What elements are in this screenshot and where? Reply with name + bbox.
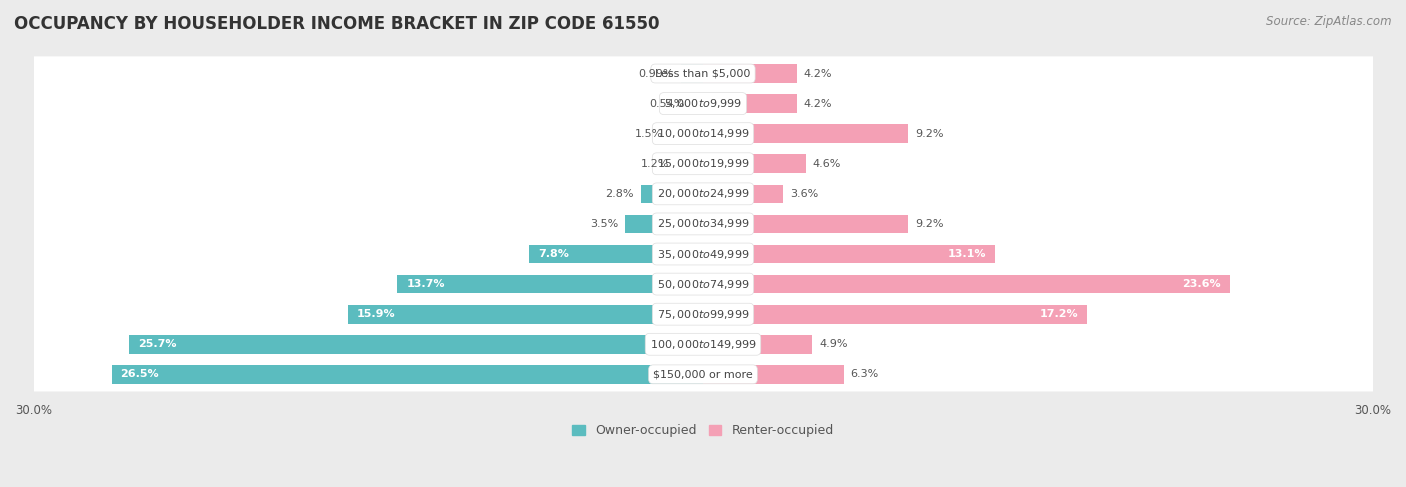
Bar — [703, 124, 908, 143]
Bar — [703, 244, 995, 263]
FancyBboxPatch shape — [30, 297, 1376, 331]
Text: 4.2%: 4.2% — [803, 69, 832, 78]
Bar — [703, 215, 908, 233]
Text: OCCUPANCY BY HOUSEHOLDER INCOME BRACKET IN ZIP CODE 61550: OCCUPANCY BY HOUSEHOLDER INCOME BRACKET … — [14, 15, 659, 33]
Text: 0.99%: 0.99% — [638, 69, 675, 78]
Text: $15,000 to $19,999: $15,000 to $19,999 — [657, 157, 749, 170]
Text: 13.7%: 13.7% — [406, 279, 444, 289]
Bar — [703, 94, 797, 113]
FancyBboxPatch shape — [30, 207, 1376, 241]
Text: 4.2%: 4.2% — [803, 98, 832, 109]
Bar — [669, 124, 703, 143]
Text: $5,000 to $9,999: $5,000 to $9,999 — [664, 97, 742, 110]
Text: 7.8%: 7.8% — [538, 249, 569, 259]
Bar — [529, 244, 703, 263]
Text: 4.9%: 4.9% — [820, 339, 848, 349]
Text: $150,000 or more: $150,000 or more — [654, 369, 752, 379]
Text: $35,000 to $49,999: $35,000 to $49,999 — [657, 247, 749, 261]
Bar — [129, 335, 703, 354]
FancyBboxPatch shape — [30, 116, 1376, 151]
Bar — [703, 305, 1087, 323]
FancyBboxPatch shape — [30, 237, 1376, 271]
Text: 17.2%: 17.2% — [1039, 309, 1078, 319]
Text: $20,000 to $24,999: $20,000 to $24,999 — [657, 187, 749, 200]
Bar — [690, 94, 703, 113]
Bar — [703, 185, 783, 203]
Bar — [111, 365, 703, 384]
FancyBboxPatch shape — [30, 147, 1376, 181]
Text: $50,000 to $74,999: $50,000 to $74,999 — [657, 278, 749, 291]
Text: 15.9%: 15.9% — [357, 309, 395, 319]
Bar — [676, 154, 703, 173]
Bar — [681, 64, 703, 83]
Text: 3.6%: 3.6% — [790, 189, 818, 199]
Text: 1.2%: 1.2% — [641, 159, 669, 169]
Text: $25,000 to $34,999: $25,000 to $34,999 — [657, 217, 749, 230]
Text: 26.5%: 26.5% — [121, 369, 159, 379]
Bar — [703, 154, 806, 173]
Text: Less than $5,000: Less than $5,000 — [655, 69, 751, 78]
Text: $10,000 to $14,999: $10,000 to $14,999 — [657, 127, 749, 140]
Text: 9.2%: 9.2% — [915, 219, 943, 229]
Legend: Owner-occupied, Renter-occupied: Owner-occupied, Renter-occupied — [568, 419, 838, 442]
Text: 0.54%: 0.54% — [650, 98, 685, 109]
Bar — [624, 215, 703, 233]
Text: 3.5%: 3.5% — [591, 219, 619, 229]
FancyBboxPatch shape — [30, 56, 1376, 91]
Text: 4.6%: 4.6% — [813, 159, 841, 169]
Bar — [703, 365, 844, 384]
Text: Source: ZipAtlas.com: Source: ZipAtlas.com — [1267, 15, 1392, 28]
Bar — [641, 185, 703, 203]
Bar — [703, 335, 813, 354]
Text: 25.7%: 25.7% — [138, 339, 177, 349]
Bar — [349, 305, 703, 323]
FancyBboxPatch shape — [30, 87, 1376, 121]
Text: 23.6%: 23.6% — [1182, 279, 1220, 289]
FancyBboxPatch shape — [30, 177, 1376, 211]
Bar — [703, 64, 797, 83]
FancyBboxPatch shape — [30, 357, 1376, 392]
FancyBboxPatch shape — [30, 327, 1376, 361]
Bar — [398, 275, 703, 294]
Text: 6.3%: 6.3% — [851, 369, 879, 379]
Bar — [703, 275, 1230, 294]
Text: 13.1%: 13.1% — [948, 249, 987, 259]
Text: 1.5%: 1.5% — [634, 129, 662, 139]
Text: $100,000 to $149,999: $100,000 to $149,999 — [650, 338, 756, 351]
Text: $75,000 to $99,999: $75,000 to $99,999 — [657, 308, 749, 320]
Text: 2.8%: 2.8% — [606, 189, 634, 199]
FancyBboxPatch shape — [30, 267, 1376, 301]
Text: 9.2%: 9.2% — [915, 129, 943, 139]
